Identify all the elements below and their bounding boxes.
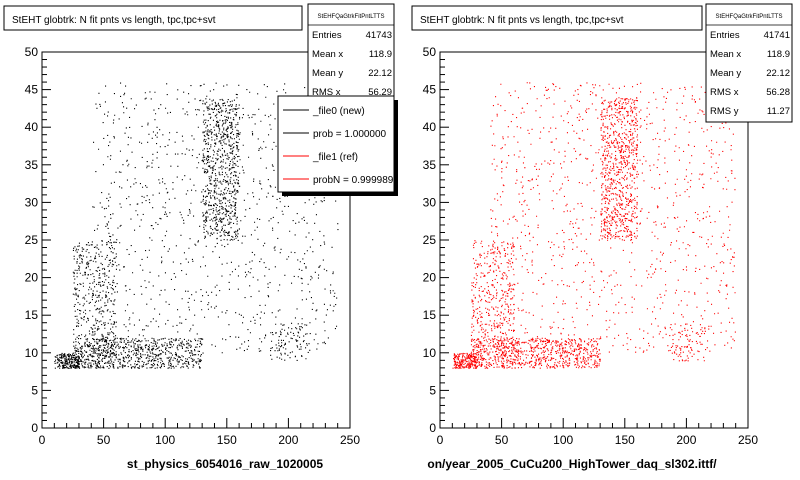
right-chart-title: StEHT globtrk: N fit pnts vs length, tpc… bbox=[420, 15, 624, 26]
left-scatter-region-4 bbox=[92, 82, 339, 354]
right-x-tick-label: 250 bbox=[738, 433, 758, 447]
left-y-tick-label: 45 bbox=[25, 83, 39, 97]
right-y-tick-label: 15 bbox=[423, 308, 437, 322]
left-legend: _file0 (new) prob = 1.000000 _file1 (ref… bbox=[277, 95, 398, 196]
right-y-tick-label: 5 bbox=[429, 383, 436, 397]
right-stats-label-rmsy: RMS y bbox=[710, 106, 739, 117]
left-y-tick-label: 35 bbox=[25, 158, 39, 172]
right-stats-label-meanx: Mean x bbox=[710, 49, 741, 60]
right-stats-value-meanx: 118.9 bbox=[767, 49, 790, 60]
left-x-tick-label: 250 bbox=[340, 433, 360, 447]
left-stats-value-meanx: 118.9 bbox=[369, 49, 392, 60]
left-y-tick-label: 15 bbox=[25, 308, 39, 322]
right-x-tick-label: 100 bbox=[553, 433, 573, 447]
right-x-tick-label: 50 bbox=[495, 433, 509, 447]
left-scatter-region-5 bbox=[270, 322, 308, 361]
left-stats-header: StEHFQaGtrkFitPntLTTS bbox=[318, 14, 385, 20]
right-scatter-region-0 bbox=[452, 352, 478, 369]
left-stats-box: StEHFQaGtrkFitPntLTTS Entries 41743 Mean… bbox=[307, 3, 395, 105]
left-x-axis-label: st_physics_6054016_raw_1020005 bbox=[127, 457, 323, 471]
right-x-tick-label: 0 bbox=[437, 433, 444, 447]
right-plot-frame bbox=[439, 51, 749, 429]
right-y-tick-label: 30 bbox=[423, 195, 437, 209]
right-scatter-region-1 bbox=[470, 337, 602, 369]
legend-label-file1: _file1 (ref) bbox=[312, 152, 358, 163]
right-y-tick-label: 20 bbox=[423, 271, 437, 285]
right-stats-label-meany: Mean y bbox=[710, 68, 741, 79]
panel-right: 0 50 100 150 200 250 0 5 10 15 20 25 30 35 40 45 50 StE… bbox=[411, 3, 793, 471]
right-scatter-region-5 bbox=[668, 323, 706, 362]
right-stats-box: StEHFQaGtrkFitPntLTTS Entries 41741 Mean… bbox=[705, 3, 793, 123]
left-y-tick-label: 50 bbox=[25, 45, 39, 59]
right-x-tick-label: 200 bbox=[676, 433, 696, 447]
left-y-tick-label: 25 bbox=[25, 233, 39, 247]
panel-left: 0 50 100 150 200 250 0 5 10 15 20 25 30 35 40 45 50 StE… bbox=[3, 3, 398, 471]
right-y-tick-label: 10 bbox=[423, 346, 437, 360]
right-stats-value-rmsy: 11.27 bbox=[767, 106, 790, 117]
left-title-box bbox=[3, 5, 303, 31]
legend-label-probn: probN = 0.999989 bbox=[313, 175, 394, 186]
right-stats-value-entries: 41741 bbox=[764, 30, 790, 41]
left-stats-label-rmsx: RMS x bbox=[312, 87, 341, 98]
left-scatter-region-2 bbox=[72, 240, 117, 369]
right-scatter-region-3 bbox=[600, 97, 639, 241]
left-scatter-points bbox=[54, 82, 339, 369]
left-scatter-region-1 bbox=[72, 337, 204, 369]
left-y-tick-label: 40 bbox=[25, 120, 39, 134]
right-y-tick-label: 25 bbox=[423, 233, 437, 247]
left-x-tick-label: 150 bbox=[217, 433, 237, 447]
left-y-tick-label: 10 bbox=[25, 346, 39, 360]
left-stats-value-meany: 22.12 bbox=[368, 68, 392, 79]
left-stats-label-meany: Mean y bbox=[312, 68, 343, 79]
right-y-tick-label: 0 bbox=[429, 421, 436, 435]
left-scatter-region-3 bbox=[202, 97, 241, 241]
left-x-tick-label: 50 bbox=[97, 433, 111, 447]
right-title-box bbox=[411, 5, 703, 31]
right-scatter-region-2 bbox=[470, 240, 515, 369]
left-y-tick-label: 20 bbox=[25, 271, 39, 285]
right-stats-value-rmsx: 56.28 bbox=[766, 87, 790, 98]
left-stats-label-meanx: Mean x bbox=[312, 49, 343, 60]
left-x-axis: 0 50 100 150 200 250 bbox=[39, 418, 360, 447]
right-y-tick-label: 35 bbox=[423, 158, 437, 172]
left-y-tick-label: 5 bbox=[31, 383, 38, 397]
right-stats-header: StEHFQaGtrkFitPntLTTS bbox=[716, 14, 783, 20]
right-x-tick-label: 150 bbox=[615, 433, 635, 447]
left-stats-value-rmsx: 56.29 bbox=[368, 87, 392, 98]
legend-label-file0: _file0 (new) bbox=[312, 106, 365, 117]
right-x-axis-label: on/year_2005_CuCu200_HighTower_daq_sl302… bbox=[427, 457, 717, 471]
right-scatter-points bbox=[452, 82, 737, 369]
left-y-tick-label: 0 bbox=[31, 421, 38, 435]
right-y-tick-label: 45 bbox=[423, 83, 437, 97]
left-y-axis: 0 5 10 15 20 25 30 35 40 45 50 bbox=[25, 45, 51, 435]
right-stats-label-rmsx: RMS x bbox=[710, 87, 739, 98]
right-y-axis: 0 5 10 15 20 25 30 35 40 45 50 bbox=[423, 45, 449, 435]
right-y-tick-label: 50 bbox=[423, 45, 437, 59]
left-x-tick-label: 0 bbox=[39, 433, 46, 447]
right-y-tick-label: 40 bbox=[423, 120, 437, 134]
left-chart-title: StEHT globtrk: N fit pnts vs length, tpc… bbox=[12, 15, 216, 26]
left-x-tick-label: 200 bbox=[278, 433, 298, 447]
legend-label-prob: prob = 1.000000 bbox=[313, 129, 387, 140]
left-y-tick-label: 30 bbox=[25, 195, 39, 209]
left-stats-label-entries: Entries bbox=[312, 30, 342, 41]
left-stats-value-entries: 41743 bbox=[366, 30, 392, 41]
right-stats-value-meany: 22.12 bbox=[766, 68, 790, 79]
right-stats-label-entries: Entries bbox=[710, 30, 740, 41]
left-x-tick-label: 100 bbox=[155, 433, 175, 447]
right-x-axis: 0 50 100 150 200 250 bbox=[437, 418, 758, 447]
